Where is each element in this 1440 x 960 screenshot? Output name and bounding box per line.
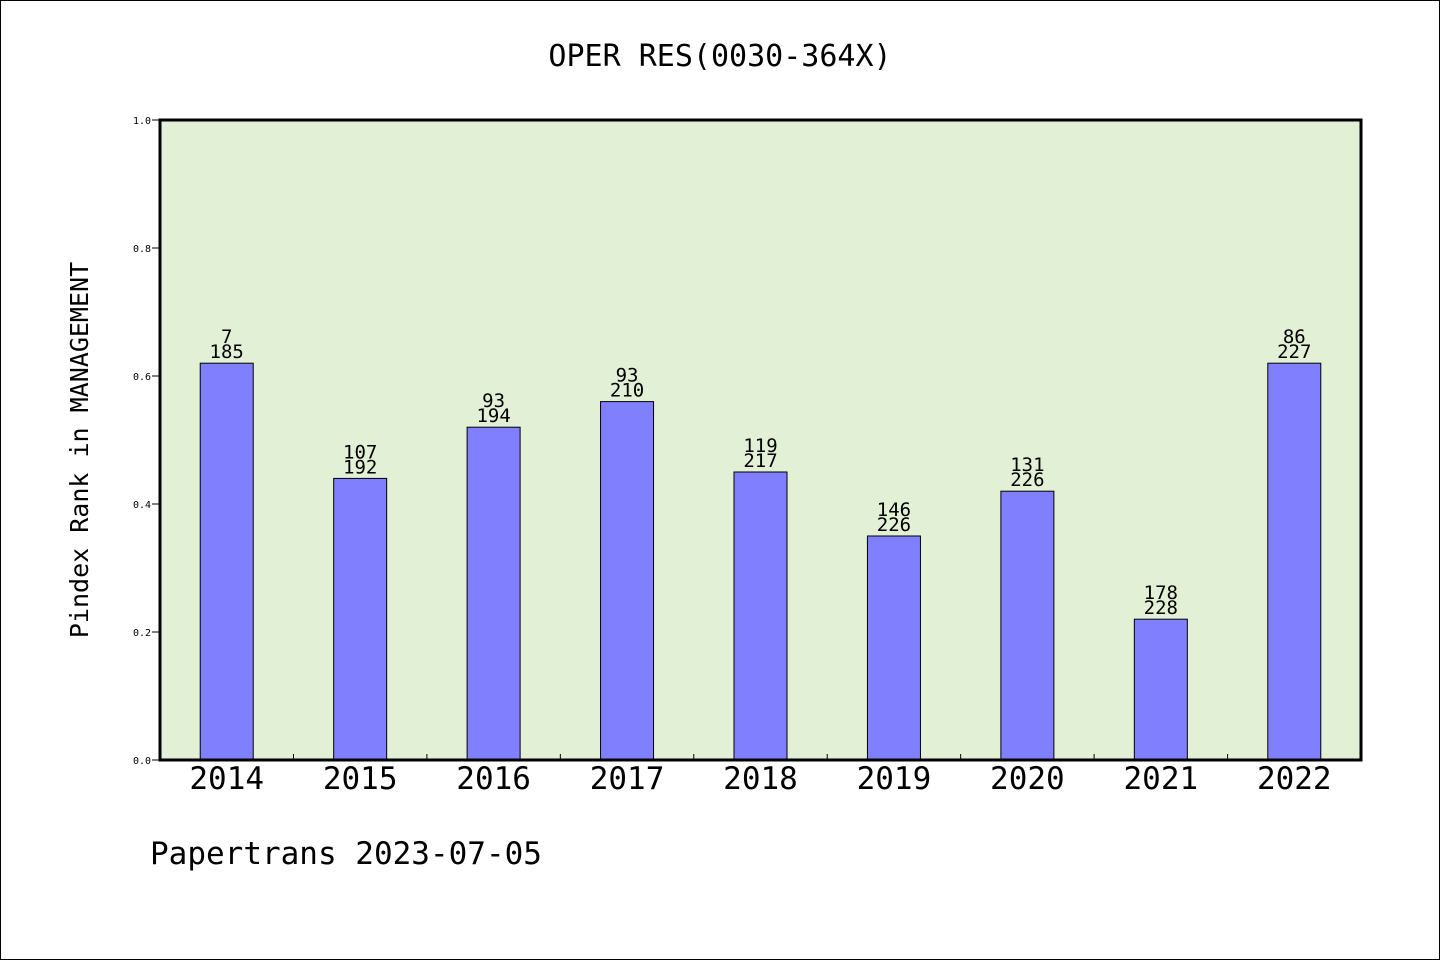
y-tick-label-2: 0.4 bbox=[133, 500, 151, 511]
bar-2017 bbox=[600, 401, 655, 761]
footer-credit: Papertrans 2023-07-05 bbox=[150, 836, 542, 872]
total-label-2014: 185 bbox=[210, 341, 244, 363]
bar-2020 bbox=[1000, 490, 1055, 761]
bar-2015 bbox=[333, 477, 388, 761]
y-axis: 0.0 0.2 0.4 0.6 0.8 1.0 bbox=[133, 116, 160, 767]
total-label-2017: 210 bbox=[610, 380, 644, 402]
chart-title: OPER RES(0030-364X) bbox=[548, 39, 891, 74]
y-axis-label: Pindex Rank in MANAGEMENT bbox=[65, 262, 94, 638]
x-tick-label-2015: 2015 bbox=[323, 761, 398, 797]
total-label-2021: 228 bbox=[1144, 597, 1178, 619]
y-tick-label-3: 0.6 bbox=[133, 372, 151, 383]
bar-2019 bbox=[866, 535, 921, 761]
y-tick-label-1: 0.2 bbox=[133, 628, 151, 639]
x-tick-label-2021: 2021 bbox=[1124, 761, 1199, 797]
y-tick-label-0: 0.0 bbox=[133, 756, 151, 767]
x-tick-label-2019: 2019 bbox=[857, 761, 932, 797]
rank-label-2014: 7 bbox=[221, 326, 232, 348]
total-label-2022: 227 bbox=[1277, 341, 1311, 363]
x-tick-label-2020: 2020 bbox=[990, 761, 1065, 797]
bar-2018 bbox=[733, 471, 788, 761]
bar-2016 bbox=[466, 426, 521, 761]
x-tick-label-2022: 2022 bbox=[1257, 761, 1332, 797]
plot-border bbox=[158, 118, 1363, 762]
bar-2022 bbox=[1267, 362, 1322, 761]
x-tick-label-2014: 2014 bbox=[189, 761, 264, 797]
rank-label-2018: 119 bbox=[743, 435, 777, 457]
total-label-2015: 192 bbox=[343, 456, 377, 478]
rank-label-2020: 131 bbox=[1010, 454, 1044, 476]
rank-label-2015: 107 bbox=[343, 441, 377, 463]
rank-label-2019: 146 bbox=[877, 499, 911, 521]
x-tick-label-2016: 2016 bbox=[456, 761, 531, 797]
x-axis: 2014 2015 2016 2017 2018 2019 2020 2021 2022 bbox=[189, 754, 1332, 797]
rank-label-2021: 178 bbox=[1144, 582, 1178, 604]
y-tick-label-5: 1.0 bbox=[133, 116, 151, 127]
total-label-2019: 226 bbox=[877, 514, 911, 536]
total-label-2020: 226 bbox=[1010, 469, 1044, 491]
y-tick-label-4: 0.8 bbox=[133, 244, 151, 255]
bar-2014 bbox=[199, 362, 254, 761]
total-label-2018: 217 bbox=[743, 450, 777, 472]
rank-label-2016: 93 bbox=[482, 390, 505, 412]
bar-2021 bbox=[1133, 618, 1188, 761]
bars-group: 7185107192931949321011921714622613122617… bbox=[199, 326, 1322, 761]
x-tick-label-2017: 2017 bbox=[590, 761, 665, 797]
x-tick-label-2018: 2018 bbox=[723, 761, 798, 797]
rank-label-2022: 86 bbox=[1283, 326, 1306, 348]
total-label-2016: 194 bbox=[476, 405, 510, 427]
rank-label-2017: 93 bbox=[616, 365, 639, 387]
